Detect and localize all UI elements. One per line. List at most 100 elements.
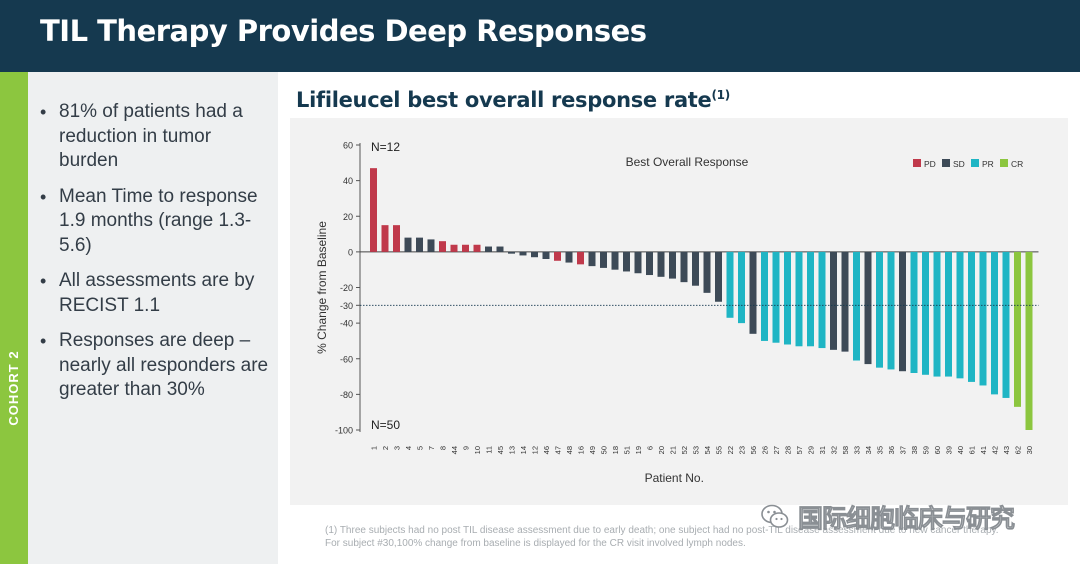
x-tick-label: 37 [899,446,908,454]
x-tick-label: 56 [749,446,758,454]
bar-patient-56 [749,251,757,334]
bar-patient-35 [876,251,883,368]
x-tick-label: 30 [1025,446,1034,454]
bar-patient-52 [680,251,688,283]
key-points-list: 81% of patients had a reduction in tumor… [38,100,274,414]
x-tick-label: 9 [462,446,471,450]
bar-patient-32 [830,251,837,350]
x-tick-label: 29 [807,446,816,454]
bar-patient-3 [393,225,400,252]
y-tick-label: -30 [340,301,353,311]
x-tick-label: 8 [439,446,448,450]
bar-patient-20 [657,251,665,277]
x-tick-label: 46 [542,446,551,454]
x-tick-label: 13 [508,446,517,454]
x-tick-label: 6 [646,446,655,450]
x-tick-label: 19 [634,446,643,454]
chart-panel: 60 40 20 0 -20 -30 -40 -60 -80 -100 % Change from … [290,118,1068,505]
bar-patient-44 [450,244,458,252]
watermark: 国际细胞临床与研究 [760,500,1015,534]
bar-patient-38 [910,251,918,373]
bar-patient-28 [784,251,791,345]
x-tick-label: 21 [669,446,678,454]
bar-patient-13 [508,251,515,254]
bar-patient-60 [933,251,941,377]
bar-patient-8 [439,241,446,252]
bullet-item: Mean Time to response 1.9 months (range … [38,185,274,259]
x-tick-label: 53 [692,446,701,454]
x-tick-label: 28 [784,446,793,454]
x-tick-label: 59 [922,446,931,454]
bullet-item: All assessments are by RECIST 1.1 [38,269,274,318]
bar-patient-21 [669,251,676,279]
legend-label-pr: PR [982,159,994,169]
bar-patient-43 [1002,251,1010,398]
bar-patient-48 [565,251,573,263]
bar-patient-61 [968,251,975,382]
y-tick-label: 20 [343,212,353,222]
bar-patient-5 [416,237,423,252]
bullet-item: Responses are deep – nearly all responde… [38,329,274,403]
bar-patient-16 [577,251,584,265]
bar-patient-31 [818,251,826,349]
y-axis-label: % Change from Baseline [315,221,329,354]
slide-header: TIL Therapy Provides Deep Responses [0,0,1080,72]
x-tick-label: 62 [1014,446,1023,454]
bar-patient-39 [945,251,952,377]
footnote: (1) Three subjects had no post TIL disea… [325,524,1055,550]
bar-patient-18 [611,251,619,270]
x-tick-label: 54 [703,446,712,454]
x-tick-label: 31 [818,446,827,454]
bar-patient-7 [427,239,435,252]
x-tick-label: 26 [761,446,770,454]
bar-patient-45 [496,246,504,252]
x-tick-label: 61 [968,446,977,454]
x-tick-label: 48 [565,446,574,454]
x-tick-label: 7 [427,446,436,450]
legend-label-pd: PD [924,159,936,169]
x-tick-label: 27 [772,446,781,454]
bar-patient-49 [588,251,596,267]
y-tick-label: -60 [340,354,353,364]
y-tick-label: -80 [340,390,353,400]
bar-patient-1 [370,168,377,252]
chart-heading-footnote-ref: (1) [711,88,731,102]
y-tick-label: -40 [340,319,353,329]
bar-patient-53 [692,251,699,286]
x-tick-label: 33 [853,446,862,454]
bar-patient-34 [864,251,872,365]
bar-patient-22 [726,251,734,318]
bar-patient-47 [554,251,561,261]
bar-patient-46 [542,251,550,259]
chart-heading: Lifileucel best overall response rate(1) [296,88,730,112]
waterfall-chart: 60 40 20 0 -20 -30 -40 -60 -80 -100 % Change from … [315,140,1039,485]
bar-patient-4 [404,237,412,252]
x-tick-label: 3 [393,446,402,450]
x-tick-label: 23 [738,446,747,454]
x-tick-label: 52 [680,446,689,454]
bar-patient-33 [853,251,860,361]
x-tick-label: 34 [864,446,873,454]
y-tick-label: -100 [335,426,353,436]
bar-patient-41 [979,251,987,386]
bar-patient-62 [1014,251,1021,407]
bar-patient-57 [795,251,803,347]
bar-patient-55 [715,251,722,302]
bar-patient-59 [922,251,929,375]
slide-title: TIL Therapy Provides Deep Responses [40,14,647,48]
x-tick-label: 11 [485,446,494,454]
x-tick-label: 16 [577,446,586,454]
legend-swatch-cr [1000,159,1008,167]
x-tick-label: 43 [1002,446,1011,454]
annotation-n-bottom: N=50 [371,418,400,432]
wechat-icon [761,504,789,528]
x-tick-label: 32 [830,446,839,454]
x-tick-label: 50 [600,446,609,454]
x-tick-label: 12 [531,446,540,454]
x-tick-label: 10 [473,446,482,454]
y-tick-label: 60 [343,141,353,151]
x-tick-label: 42 [991,446,1000,454]
bar-patient-54 [703,251,711,293]
legend-label-sd: SD [953,159,965,169]
x-tick-label: 4 [404,446,413,450]
